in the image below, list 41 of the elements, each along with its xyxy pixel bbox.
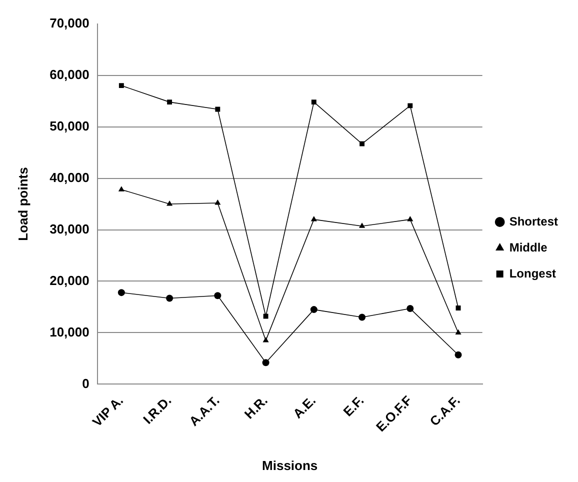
point (263, 314, 268, 319)
y-tick-label: 70,000 (50, 15, 90, 30)
point (310, 306, 318, 314)
point (215, 106, 220, 112)
point (166, 294, 174, 302)
x-tick-label: E.F. (340, 392, 367, 420)
point (454, 351, 462, 358)
y-tick-label: 20,000 (50, 272, 90, 288)
y-tick-label: 10,000 (50, 324, 90, 340)
y-axis-title: Load points (15, 167, 30, 241)
x-tick-label: H.R. (241, 392, 270, 422)
x-tick-label: A.E. (290, 392, 319, 422)
point (406, 305, 414, 312)
point (167, 100, 172, 105)
point (214, 199, 221, 205)
point (360, 141, 364, 146)
y-tick-label: 50,000 (50, 118, 90, 134)
point (214, 292, 222, 300)
point (118, 186, 124, 192)
y-tick-label: 0 (82, 376, 90, 391)
point (262, 336, 269, 342)
x-axis-title: Missions (262, 458, 318, 473)
point (358, 222, 366, 228)
legend-label: Shortest (509, 214, 558, 228)
point (456, 306, 461, 310)
point (311, 100, 316, 105)
x-tick-label: VIP A. (89, 392, 126, 430)
point (407, 216, 414, 222)
legend-label: Longest (509, 266, 556, 280)
legend-label: Middle (509, 240, 548, 254)
point (166, 200, 173, 206)
point (358, 314, 366, 321)
point (262, 359, 270, 366)
point (310, 216, 317, 222)
point (118, 289, 125, 296)
y-tick-label: 30,000 (50, 221, 90, 236)
point (408, 103, 413, 108)
y-tick-label: 60,000 (50, 66, 90, 82)
y-tick-label: 40,000 (50, 170, 90, 185)
point (118, 83, 124, 88)
point (455, 329, 462, 334)
